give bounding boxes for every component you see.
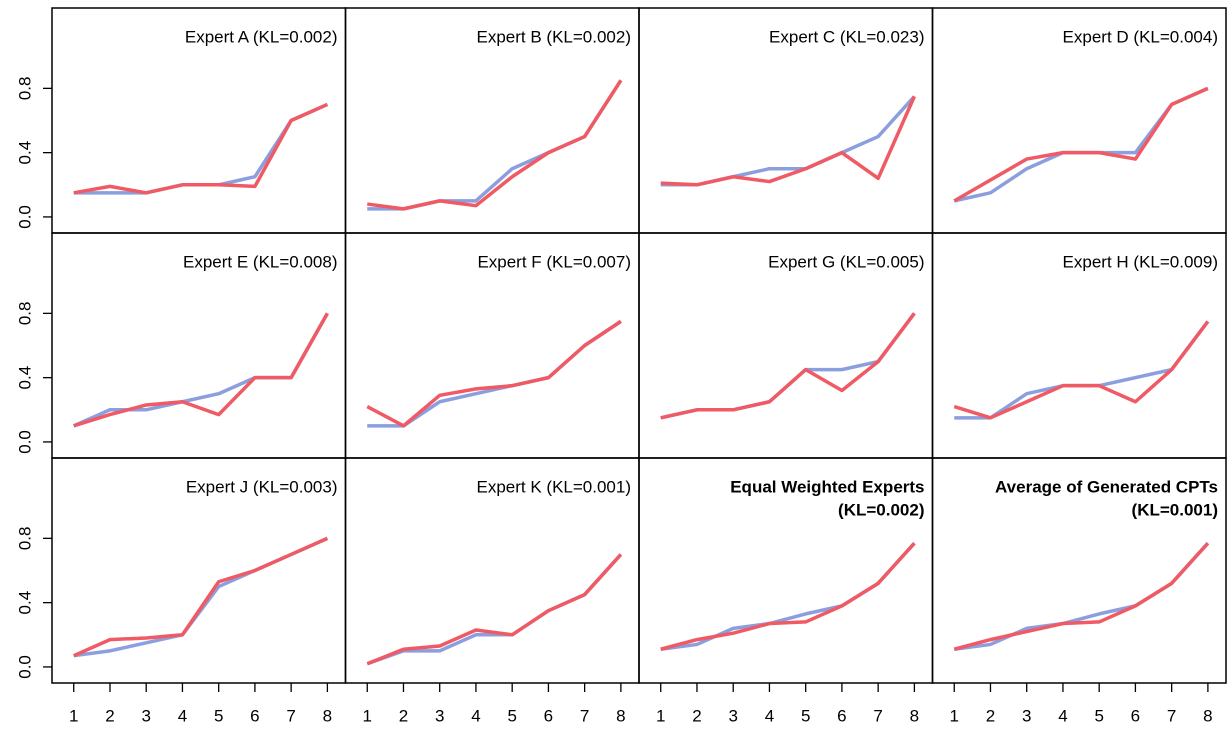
series-line [73,536,329,658]
y-tick-label: 0.8 [15,77,34,101]
x-tick-label: 3 [728,706,737,725]
panel-title: Expert H (KL=0.009) [1063,252,1218,271]
panel-title: Expert J (KL=0.003) [186,477,338,496]
series-line [660,542,916,651]
x-tick-label: 5 [507,706,516,725]
x-tick-label: 4 [471,706,480,725]
x-tick-label: 8 [323,706,332,725]
x-tick-label: 3 [1022,706,1031,725]
x-tick-label: 2 [692,706,701,725]
panel-title: Expert K (KL=0.001) [476,477,631,496]
x-tick-label: 5 [1094,706,1103,725]
panel-subtitle: (KL=0.001) [1132,500,1218,519]
x-tick-label: 6 [544,706,553,725]
x-tick-label: 3 [435,706,444,725]
y-tick-label: 0.0 [15,655,34,679]
x-tick-label: 3 [141,706,150,725]
x-tick-label: 2 [986,706,995,725]
x-tick-label: 5 [214,706,223,725]
panel-frame [931,457,1227,684]
panel-title: Expert C (KL=0.023) [769,27,924,46]
x-tick-label: 1 [950,706,959,725]
y-tick-label: 0.0 [15,430,34,454]
series-line [73,102,329,195]
series-line [953,542,1210,651]
series-line [660,312,916,420]
series-line [953,86,1209,203]
x-tick-label: 6 [837,706,846,725]
x-tick-label: 8 [616,706,625,725]
x-tick-label: 7 [873,706,882,725]
series-line [660,95,916,187]
x-tick-label: 4 [765,706,774,725]
series-line [73,102,329,195]
y-tick-label: 0.4 [15,141,34,165]
y-tick-label: 0.4 [15,366,34,390]
x-tick-label: 1 [656,706,665,725]
series-line [367,319,622,428]
panel-title: Expert F (KL=0.007) [477,252,631,271]
x-tick-label: 6 [250,706,259,725]
x-tick-label: 5 [801,706,810,725]
panel-title: Average of Generated CPTs [995,477,1218,496]
panel-title: Expert E (KL=0.008) [183,252,338,271]
y-tick-label: 0.8 [15,302,34,326]
panel-title: Expert A (KL=0.002) [185,27,338,46]
x-tick-label: 4 [1058,706,1067,725]
x-tick-label: 1 [69,706,78,725]
x-tick-label: 2 [399,706,408,725]
series-line [73,312,329,428]
y-tick-label: 0.0 [15,205,34,229]
y-tick-label: 0.4 [15,591,34,615]
series-line [660,95,916,187]
panel-title: Expert B (KL=0.002) [476,27,631,46]
series-line [367,79,623,211]
series-line [366,553,623,666]
x-tick-label: 8 [1203,706,1212,725]
x-tick-label: 7 [1167,706,1176,725]
x-tick-label: 6 [1131,706,1140,725]
panel-title: Equal Weighted Experts [730,477,924,496]
panel-title: Expert G (KL=0.005) [768,252,924,271]
x-tick-label: 7 [580,706,589,725]
x-tick-label: 4 [178,706,187,725]
series-line [660,542,916,651]
series-line [660,312,916,420]
x-tick-label: 2 [105,706,114,725]
series-line [366,319,622,428]
panel-subtitle: (KL=0.002) [838,500,924,519]
series-line [366,553,623,666]
series-line [954,542,1210,651]
x-tick-label: 1 [363,706,372,725]
x-tick-label: 7 [286,706,295,725]
series-line [953,320,1210,420]
x-tick-label: 8 [910,706,919,725]
y-tick-label: 0.8 [15,527,34,551]
panel-title: Expert D (KL=0.004) [1063,27,1218,46]
